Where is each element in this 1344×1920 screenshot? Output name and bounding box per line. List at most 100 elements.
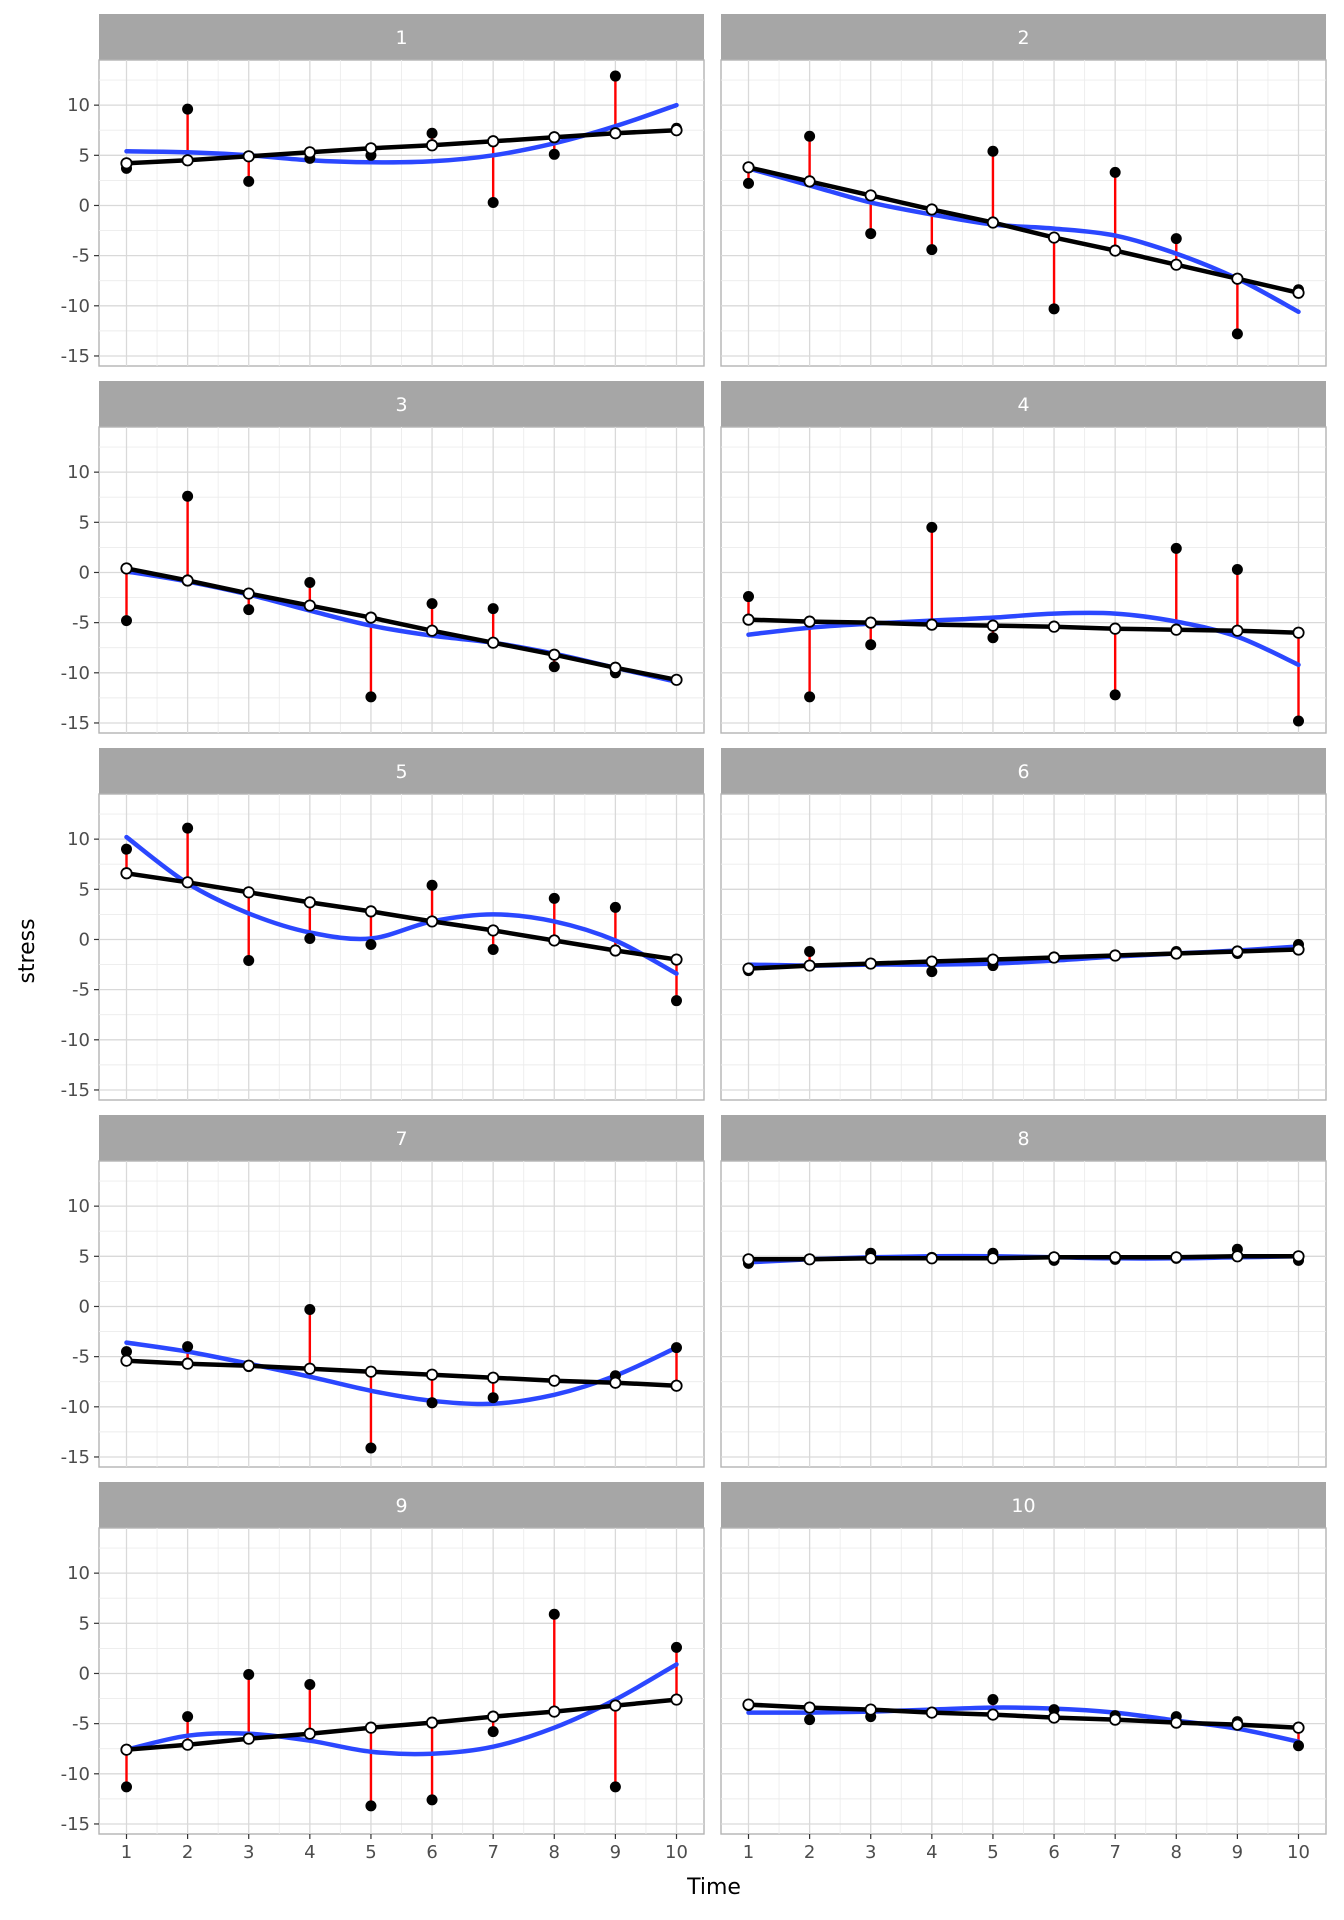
fitted-line-3 bbox=[124, 566, 679, 683]
strip-label-3: 3 bbox=[395, 394, 407, 416]
observed-point bbox=[1170, 542, 1182, 554]
fitted-point bbox=[609, 1699, 622, 1712]
observed-point bbox=[987, 1694, 999, 1706]
fitted-line-5 bbox=[124, 871, 679, 962]
fitted-point bbox=[1170, 623, 1183, 636]
fitted-point bbox=[986, 953, 1000, 966]
y-tick-label: -10 bbox=[61, 663, 90, 684]
fitted-point bbox=[803, 175, 816, 188]
fitted-point bbox=[803, 959, 816, 972]
fitted-point bbox=[986, 1252, 1000, 1265]
strip-6 bbox=[721, 748, 1326, 794]
y-tick-label: -5 bbox=[72, 246, 90, 267]
fitted-point bbox=[1292, 626, 1305, 639]
fitted-point bbox=[120, 1354, 133, 1367]
fitted-point bbox=[487, 1710, 500, 1723]
x-tick-label: 6 bbox=[1048, 1842, 1059, 1863]
fitted-point bbox=[181, 154, 194, 167]
observed-point bbox=[121, 615, 132, 627]
facet-panels: 11050-5-10-15231050-5-10-15451050-5-10-1… bbox=[61, 14, 1327, 1863]
y-tick-label: -10 bbox=[61, 1397, 90, 1418]
y-tick-label: -5 bbox=[72, 980, 90, 1001]
x-tick-label: 7 bbox=[487, 1842, 498, 1863]
strip-label-7: 7 bbox=[395, 1128, 407, 1150]
x-tick-label: 2 bbox=[182, 1842, 193, 1863]
y-tick-label: -15 bbox=[61, 1447, 90, 1468]
fitted-point bbox=[864, 616, 877, 629]
observed-point bbox=[743, 177, 754, 189]
fitted-point bbox=[1292, 1250, 1305, 1263]
strip-label-4: 4 bbox=[1017, 394, 1029, 416]
smooth-curve-2 bbox=[746, 166, 1301, 315]
fitted-point bbox=[1109, 1713, 1122, 1726]
observed-point bbox=[987, 632, 999, 644]
observed-point bbox=[548, 892, 560, 904]
strip-9 bbox=[99, 1482, 704, 1528]
fitted-point bbox=[925, 1252, 938, 1265]
observed-point bbox=[182, 490, 194, 502]
observed-point bbox=[609, 70, 621, 82]
fitted-point bbox=[986, 1708, 1000, 1721]
fitted-point bbox=[120, 1743, 133, 1756]
strip-label-1: 1 bbox=[395, 27, 407, 49]
fitted-point bbox=[670, 1693, 683, 1706]
observed-point bbox=[304, 1679, 316, 1691]
strip-3 bbox=[99, 381, 704, 427]
strip-10 bbox=[721, 1482, 1326, 1528]
observed-point bbox=[1170, 233, 1182, 245]
fitted-point bbox=[1047, 231, 1061, 244]
observed-point bbox=[671, 1342, 682, 1354]
fitted-point bbox=[742, 161, 755, 174]
fitted-point bbox=[548, 1374, 561, 1387]
fitted-line-6 bbox=[746, 947, 1301, 971]
fitted-point bbox=[1047, 620, 1061, 633]
strip-8 bbox=[721, 1115, 1326, 1161]
y-tick-label: -10 bbox=[61, 1030, 90, 1051]
fitted-point bbox=[986, 619, 1000, 632]
fitted-point bbox=[1109, 949, 1122, 962]
fitted-point bbox=[1231, 272, 1244, 285]
y-tick-label: 5 bbox=[79, 1613, 90, 1634]
facet-panel-6: 6 bbox=[720, 748, 1327, 1101]
fitted-point bbox=[609, 1376, 622, 1389]
fitted-point bbox=[986, 216, 1000, 229]
smooth-curve-9 bbox=[124, 1662, 679, 1757]
y-tick-label: 10 bbox=[67, 829, 90, 850]
observed-point bbox=[365, 1442, 377, 1454]
y-tick-label: -10 bbox=[61, 296, 90, 317]
y-tick-label: 0 bbox=[79, 1663, 90, 1684]
x-tick-label: 2 bbox=[804, 1842, 815, 1863]
x-tick-label: 1 bbox=[743, 1842, 754, 1863]
observed-point bbox=[487, 196, 499, 208]
fitted-point bbox=[242, 587, 255, 600]
strip-label-8: 8 bbox=[1017, 1128, 1029, 1150]
observed-point bbox=[426, 1397, 438, 1409]
observed-point bbox=[487, 1392, 499, 1404]
fitted-point bbox=[1231, 1718, 1244, 1731]
observed-point bbox=[548, 661, 560, 673]
x-tick-label: 4 bbox=[304, 1842, 315, 1863]
fitted-point bbox=[925, 1706, 938, 1719]
observed-point bbox=[671, 995, 682, 1007]
y-tick-label: 5 bbox=[79, 145, 90, 166]
fitted-point bbox=[1170, 947, 1183, 960]
fitted-point bbox=[609, 127, 622, 140]
fitted-point bbox=[803, 615, 816, 628]
strip-label-9: 9 bbox=[395, 1495, 407, 1517]
facet-panel-7: 7 10 5 0 -5 -10 -15 bbox=[61, 1115, 705, 1468]
observed-point bbox=[548, 1608, 560, 1620]
strip-1 bbox=[99, 14, 704, 60]
fitted-point bbox=[1292, 286, 1305, 299]
observed-point bbox=[365, 1800, 377, 1812]
fitted-point bbox=[864, 957, 877, 970]
fitted-point bbox=[1047, 1711, 1061, 1724]
fitted-line-10 bbox=[746, 1702, 1301, 1730]
fitted-point bbox=[1170, 258, 1183, 271]
observed-point bbox=[426, 879, 438, 891]
observed-point bbox=[609, 901, 621, 913]
fitted-point bbox=[303, 896, 316, 909]
y-tick-label: 0 bbox=[79, 929, 90, 950]
fitted-point bbox=[742, 1253, 755, 1266]
y-tick-label: 10 bbox=[67, 1563, 90, 1584]
observed-point bbox=[804, 946, 816, 958]
